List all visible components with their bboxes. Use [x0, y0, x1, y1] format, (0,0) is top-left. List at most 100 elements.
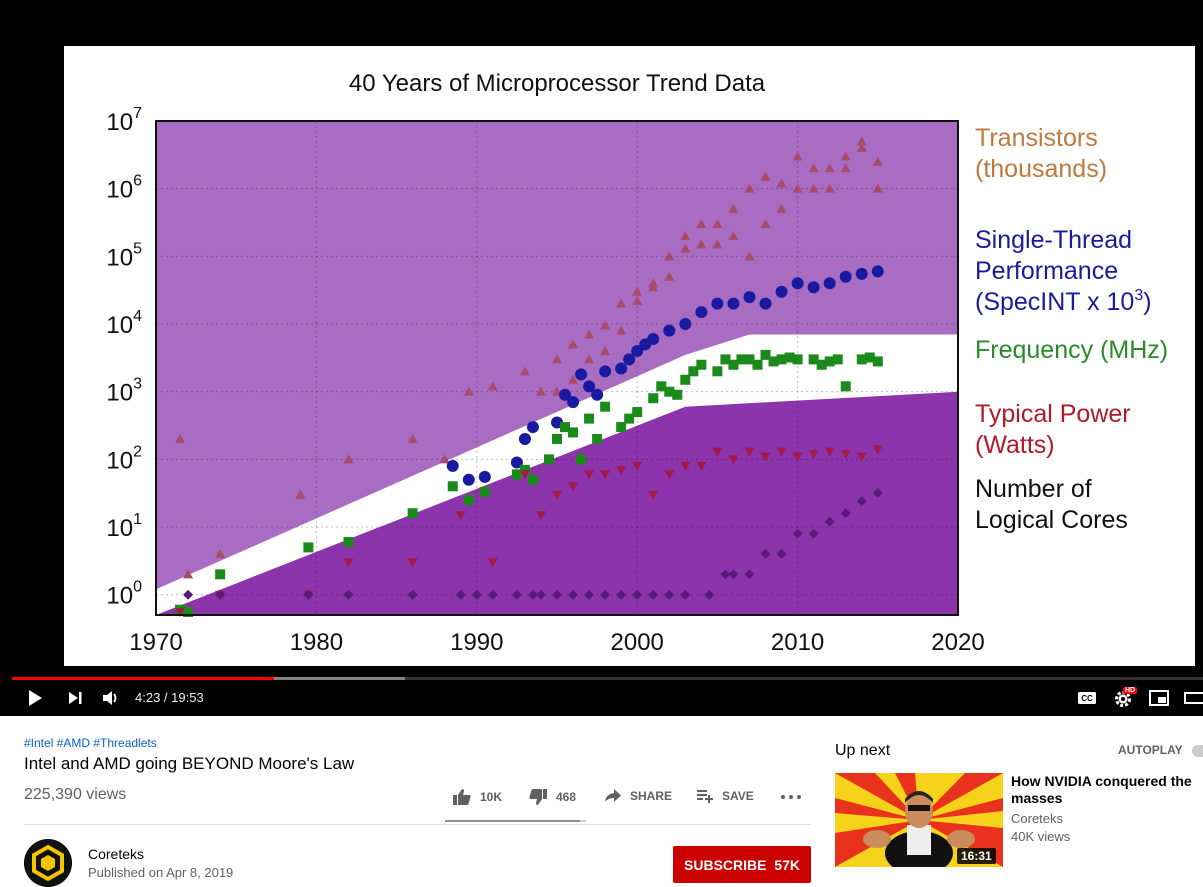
legend-text: Number of [975, 475, 1092, 503]
autoplay-toggle[interactable] [1192, 745, 1203, 757]
data-point [518, 432, 531, 445]
data-point [462, 473, 475, 486]
x-tick-label: 2000 [611, 629, 664, 656]
data-point [760, 548, 771, 559]
data-point [616, 298, 627, 308]
save-button[interactable]: SAVE [696, 788, 754, 804]
data-point [743, 291, 756, 304]
x-tick-label: 1990 [450, 629, 503, 656]
data-point [839, 270, 852, 283]
theater-mode-button[interactable] [1184, 688, 1203, 708]
legend-text: Performance [975, 257, 1118, 285]
play-button[interactable] [24, 688, 46, 708]
slide-title: 40 Years of Microprocessor Trend Data [349, 70, 766, 97]
data-point [727, 297, 740, 310]
data-point [864, 352, 875, 363]
data-point [775, 285, 788, 298]
data-point [599, 365, 612, 378]
data-point [680, 589, 691, 600]
data-point [840, 381, 851, 392]
data-point [711, 297, 724, 310]
data-point [760, 452, 771, 462]
data-point [744, 447, 755, 457]
volume-button[interactable] [99, 688, 121, 708]
data-point [471, 589, 482, 600]
data-point [600, 589, 611, 600]
data-point [744, 569, 755, 580]
data-point [720, 569, 731, 580]
data-point [824, 356, 835, 367]
data-point [728, 230, 739, 240]
legend-text: Single-Thread [975, 226, 1132, 254]
data-point [215, 589, 226, 600]
data-point [343, 589, 354, 600]
data-point [760, 349, 771, 360]
y-tick-label: 106 [106, 173, 142, 204]
up-next-heading: Up next [835, 742, 891, 759]
data-point [632, 407, 643, 418]
data-point [840, 163, 851, 173]
data-point [543, 454, 554, 465]
miniplayer-icon [1149, 690, 1169, 706]
data-point [664, 251, 675, 261]
data-point [824, 163, 835, 173]
captions-button[interactable]: CC [1076, 688, 1098, 708]
like-count: 10K [480, 790, 503, 804]
data-point [768, 356, 779, 367]
data-point [487, 381, 498, 391]
channel-avatar[interactable] [24, 839, 72, 887]
hashtags[interactable]: #Intel #AMD #Threadlets [24, 736, 157, 750]
data-point [856, 354, 867, 365]
player-controls: 4:23 / 19:53 CC HD [0, 670, 1203, 716]
channel-name[interactable]: Coreteks [88, 846, 145, 862]
data-point [832, 354, 843, 365]
data-point [840, 508, 851, 519]
data-point [695, 306, 708, 319]
recommended-thumbnail[interactable] [835, 773, 1003, 867]
data-point [776, 548, 787, 559]
save-label: SAVE [722, 789, 754, 803]
data-point [631, 344, 644, 357]
data-point [632, 461, 643, 471]
channel-logo-icon [24, 839, 72, 887]
data-point [559, 388, 572, 401]
data-point [696, 461, 707, 471]
subscribe-button[interactable]: SUBSCRIBE 57K [673, 846, 811, 883]
data-point [872, 356, 883, 367]
data-point [527, 589, 538, 600]
series-triangle-up [175, 136, 883, 579]
share-button[interactable]: SHARE [604, 788, 672, 804]
video-title: Intel and AMD going BEYOND Moore's Law [24, 754, 355, 773]
data-point [824, 447, 835, 457]
data-point [872, 156, 883, 166]
lower-region [156, 391, 958, 615]
x-tick-label: 1970 [129, 629, 182, 656]
progress-track[interactable] [12, 677, 1203, 680]
share-icon [605, 789, 621, 802]
play-icon [29, 690, 42, 706]
data-point [568, 589, 579, 600]
next-button[interactable] [64, 688, 86, 708]
data-point [856, 496, 867, 507]
data-point [792, 354, 803, 365]
data-point [704, 589, 715, 600]
publish-date: Published on Apr 8, 2019 [88, 865, 234, 880]
like-button[interactable]: 10K [452, 788, 502, 806]
data-point [648, 490, 659, 500]
recommended-title[interactable]: How NVIDIA conquered the masses [1011, 773, 1192, 806]
y-tick-label: 107 [106, 105, 142, 136]
autoplay-label: AUTOPLAY [1118, 743, 1183, 757]
video-player[interactable]: 40 Years of Microprocessor Trend Data 10… [0, 0, 1203, 716]
data-point [407, 433, 418, 443]
progress-played[interactable] [12, 677, 275, 680]
data-point [776, 354, 787, 365]
data-point [792, 452, 803, 462]
more-actions-button[interactable] [780, 790, 810, 804]
legend-text: Transistors [975, 124, 1098, 152]
miniplayer-button[interactable] [1148, 688, 1170, 708]
settings-button[interactable] [1112, 688, 1136, 708]
data-point [576, 454, 587, 465]
data-point [664, 589, 675, 600]
dislike-button[interactable]: 468 [528, 788, 576, 806]
data-point [591, 388, 604, 401]
